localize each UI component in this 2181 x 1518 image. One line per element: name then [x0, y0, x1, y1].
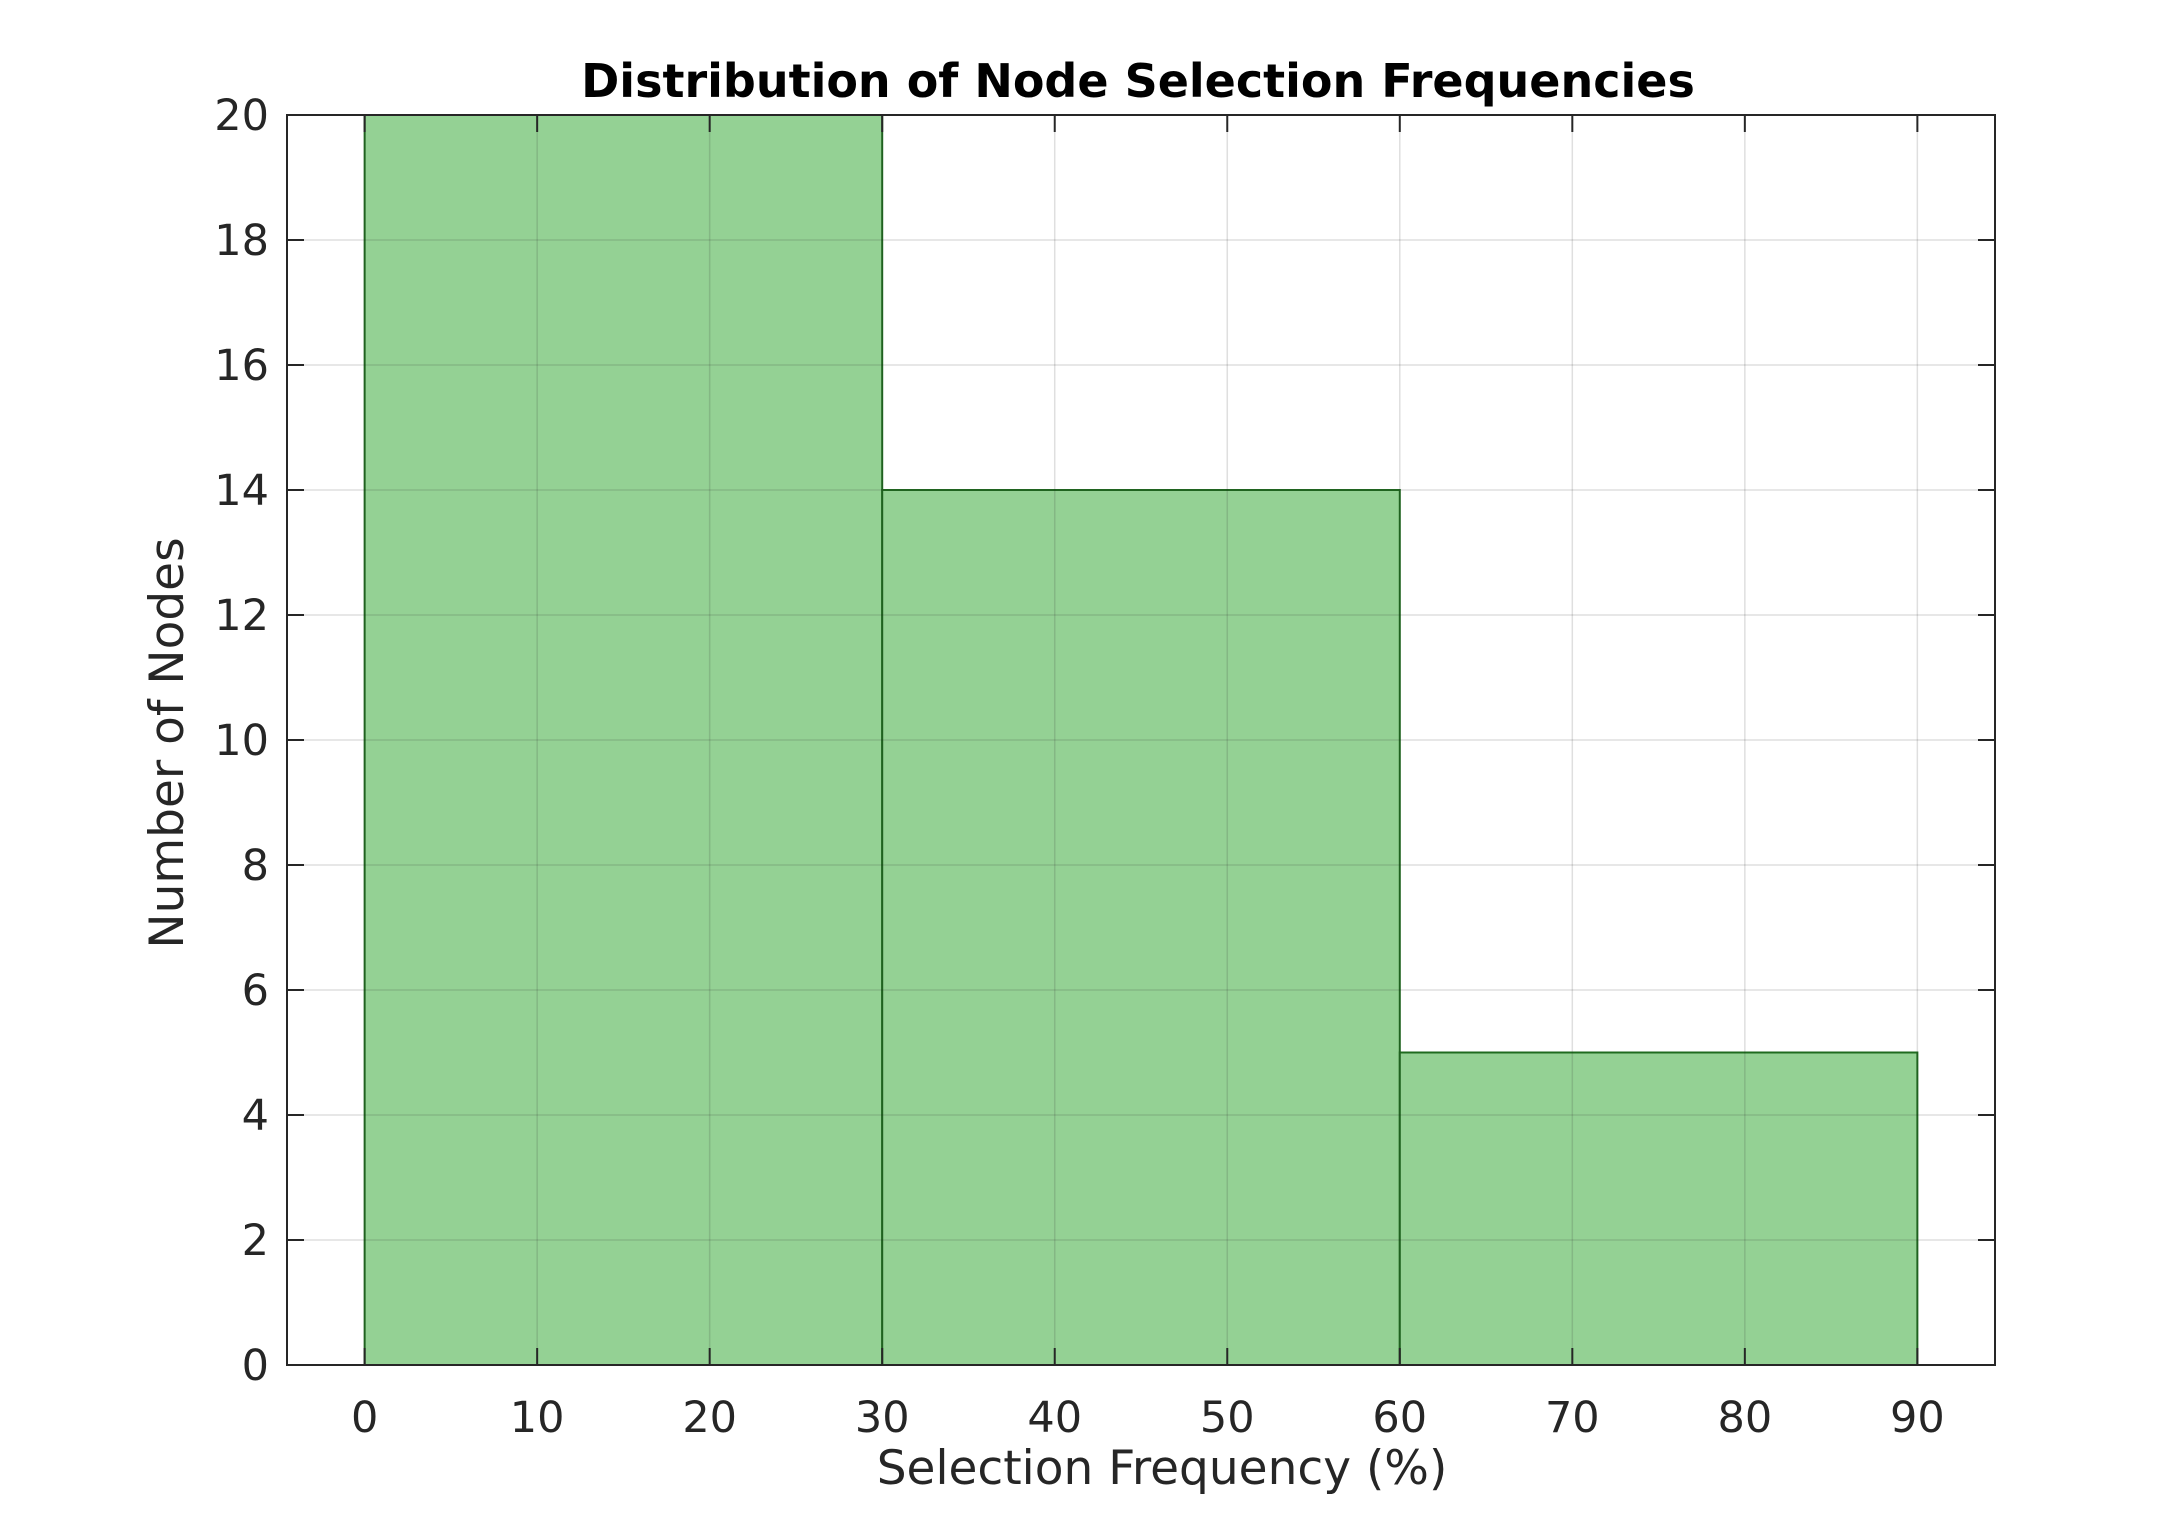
- chart-title: Distribution of Node Selection Frequenci…: [581, 54, 1695, 108]
- y-tick-label: 18: [214, 216, 269, 266]
- y-tick-label: 14: [214, 466, 269, 516]
- y-tick-label: 0: [242, 1341, 269, 1391]
- histogram-bar-0: [363, 114, 884, 1366]
- x-tick-label: 80: [1717, 1393, 1772, 1443]
- x-tick-labels: 0 10 20 30 40 50 60 70 80 90: [351, 1393, 1945, 1443]
- x-tick-label: 50: [1200, 1393, 1255, 1443]
- bar-group: [363, 114, 1919, 1366]
- y-tick-label: 16: [214, 341, 269, 391]
- y-tick-label: 10: [214, 716, 269, 766]
- y-tick-label: 4: [242, 1091, 269, 1141]
- histogram-bar-2: [1398, 1051, 1919, 1366]
- histogram-bar-1: [881, 489, 1401, 1366]
- x-tick-label: 70: [1545, 1393, 1600, 1443]
- x-tick-label: 10: [510, 1393, 565, 1443]
- x-tick-label: 30: [855, 1393, 910, 1443]
- x-tick-label: 90: [1890, 1393, 1945, 1443]
- tick-marks: [287, 114, 1995, 1366]
- x-axis-label: Selection Frequency (%): [877, 1441, 1448, 1496]
- x-tick-label: 40: [1027, 1393, 1082, 1443]
- x-tick-label: 60: [1372, 1393, 1427, 1443]
- x-tick-label: 0: [351, 1393, 378, 1443]
- x-tick-label: 20: [682, 1393, 737, 1443]
- y-axis-label: Number of Nodes: [140, 537, 195, 948]
- y-tick-labels: 0 2 4 6 8 10 12 14 16 18 20: [214, 91, 269, 1391]
- y-tick-label: 8: [242, 841, 269, 891]
- y-tick-label: 12: [214, 591, 269, 641]
- y-tick-label: 2: [242, 1216, 269, 1266]
- y-tick-label: 6: [242, 966, 269, 1016]
- y-tick-label: 20: [214, 91, 269, 141]
